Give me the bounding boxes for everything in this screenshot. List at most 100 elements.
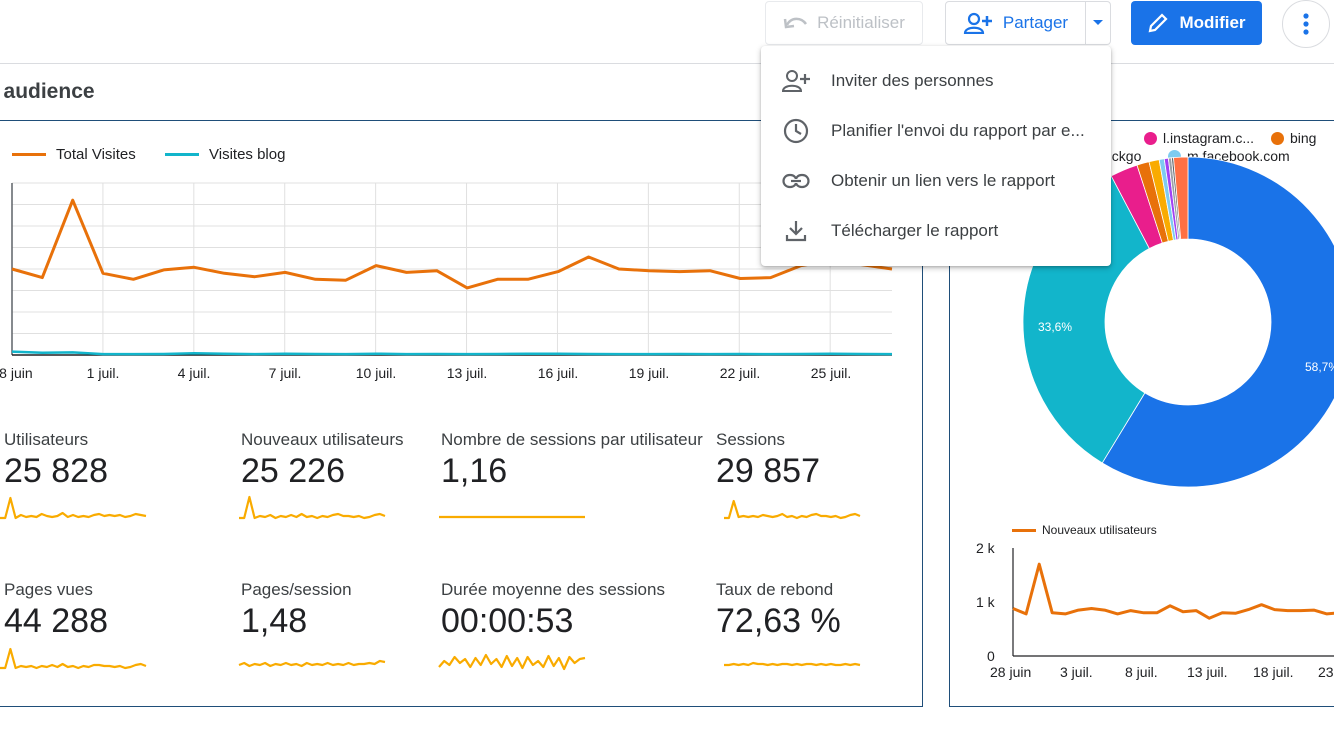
- pie-legend-dot: [1271, 131, 1284, 145]
- x-tick-label: 22 juil.: [719, 365, 761, 381]
- menu-item-schedule[interactable]: Planifier l'envoi du rapport par e...: [761, 106, 1111, 156]
- x-tick-label: 13 juil.: [446, 365, 488, 381]
- metric-value: 00:00:53: [441, 602, 574, 640]
- series-line-nouveaux-utilisateurs[interactable]: [1012, 562, 1334, 620]
- legend-item-total-visites[interactable]: Total Visites: [12, 146, 136, 163]
- donut-slice[interactable]: [1101, 156, 1334, 488]
- add-person-icon: [963, 12, 992, 34]
- legend-swatch: [165, 153, 199, 156]
- donut-slice[interactable]: [1173, 156, 1189, 240]
- add-person-icon: [761, 69, 831, 93]
- pie-legend-item-bing[interactable]: bing: [1271, 130, 1316, 146]
- x-tick-label: 16 juil.: [537, 365, 579, 381]
- share-button-group: Partager: [945, 1, 1111, 45]
- small-x-tick-label: 8 juil.: [1125, 664, 1158, 680]
- small-x-tick-label: 18 juil.: [1253, 664, 1294, 680]
- pencil-icon: [1149, 13, 1168, 33]
- more-vert-icon: [1303, 13, 1309, 35]
- more-options-button[interactable]: [1282, 0, 1330, 48]
- x-tick-label: 25 juil.: [810, 365, 852, 381]
- edit-label: Modifier: [1179, 13, 1246, 32]
- sparkline-path: [238, 659, 386, 668]
- pie-legend-label: uckgo: [1104, 148, 1142, 164]
- metric-value: 44 288: [4, 602, 108, 640]
- small-x-tick-label: 28 juin: [990, 664, 1032, 680]
- share-label: Partager: [1002, 13, 1069, 32]
- pie-legend-dot: [1144, 131, 1157, 145]
- metric-sparkline[interactable]: [722, 492, 862, 526]
- slice-label-teal: 33,6%: [1038, 320, 1072, 334]
- share-divider: [1085, 2, 1086, 44]
- small-legend-label: Nouveaux utilisateurs: [1042, 523, 1157, 537]
- metric-label: Utilisateurs: [4, 430, 89, 449]
- x-tick-label: 28 juin: [0, 365, 33, 381]
- menu-item-label: Inviter des personnes: [831, 71, 994, 90]
- series-line-total-visites[interactable]: [11, 198, 893, 290]
- sparkline-path: [724, 661, 861, 667]
- metric-sparkline[interactable]: [0, 642, 148, 676]
- metric-sparkline[interactable]: [722, 642, 862, 676]
- legend-swatch: [12, 153, 46, 156]
- x-tick-label: 10 juil.: [355, 365, 397, 381]
- legend-item-visites-blog[interactable]: Visites blog: [165, 146, 285, 163]
- series-line-visites-blog[interactable]: [11, 350, 893, 356]
- metric-label: Sessions: [716, 430, 785, 449]
- small-x-tick-label: 23: [1318, 664, 1334, 680]
- sparkline-path: [438, 653, 586, 671]
- legend-label: Total Visites: [56, 146, 136, 163]
- x-tick-label: 4 juil.: [177, 365, 211, 381]
- metric-sparkline[interactable]: [237, 492, 387, 526]
- metric-sparkline[interactable]: [437, 642, 587, 676]
- share-button[interactable]: Partager: [946, 2, 1085, 44]
- small-y-label: 2 k: [976, 540, 995, 556]
- edit-button[interactable]: Modifier: [1131, 1, 1262, 45]
- new-users-line-chart[interactable]: [1010, 545, 1334, 665]
- undo-icon: [783, 17, 808, 29]
- metric-value: 1,16: [441, 452, 508, 490]
- metric-label: Nouveaux utilisateurs: [241, 430, 404, 449]
- share-menu: Inviter des personnes Planifier l'envoi …: [761, 46, 1111, 266]
- small-x-tick-label: 3 juil.: [1060, 664, 1093, 680]
- sparkline-path: [724, 499, 861, 520]
- menu-item-label: Télécharger le rapport: [831, 221, 999, 240]
- download-icon: [761, 219, 831, 243]
- menu-item-invite[interactable]: Inviter des personnes: [761, 56, 1111, 106]
- metric-value: 29 857: [716, 452, 820, 490]
- pie-legend-item-instagram[interactable]: l.instagram.c...: [1144, 130, 1254, 146]
- metric-value: 25 828: [4, 452, 108, 490]
- metric-sparkline[interactable]: [437, 492, 587, 526]
- pie-legend-label: bing: [1290, 130, 1317, 146]
- metric-sparkline[interactable]: [237, 642, 387, 676]
- caret-down-icon: [1093, 20, 1103, 25]
- reset-button[interactable]: Réinitialiser: [765, 1, 923, 45]
- reset-label: Réinitialiser: [817, 13, 905, 32]
- pie-legend-item-duckduckgo[interactable]: uckgo: [1104, 148, 1141, 164]
- clock-icon: [761, 118, 831, 144]
- sources-panel: [949, 120, 1334, 707]
- metric-label: Nombre de sessions par utilisateur: [441, 430, 703, 449]
- metric-label: Pages/session: [241, 580, 352, 599]
- metric-value: 1,48: [241, 602, 308, 640]
- legend-label: Visites blog: [209, 146, 286, 163]
- menu-item-label: Obtenir un lien vers le rapport: [831, 171, 1055, 190]
- sparkline-path: [239, 495, 386, 520]
- sparkline-path: [0, 496, 147, 520]
- pie-legend-label: l.instagram.c...: [1163, 130, 1255, 146]
- metric-label: Pages vues: [4, 580, 93, 599]
- share-dropdown-button[interactable]: [1086, 2, 1110, 44]
- menu-item-label: Planifier l'envoi du rapport par e...: [831, 121, 1085, 140]
- small-y-label: 0: [987, 648, 995, 664]
- audience-panel: [0, 120, 923, 707]
- main-line-chart[interactable]: [0, 175, 900, 365]
- x-tick-label: 19 juil.: [628, 365, 670, 381]
- menu-item-download[interactable]: Télécharger le rapport: [761, 206, 1111, 256]
- link-icon: [761, 173, 831, 189]
- metric-sparkline[interactable]: [0, 492, 148, 526]
- slice-label-blue: 58,7%: [1305, 360, 1334, 374]
- small-y-label: 1 k: [976, 594, 995, 610]
- sparkline-path: [0, 647, 147, 670]
- legend-swatch: [1012, 528, 1036, 532]
- small-chart-legend[interactable]: Nouveaux utilisateurs: [1012, 523, 1157, 537]
- small-x-tick-label: 13 juil.: [1187, 664, 1228, 680]
- menu-item-get-link[interactable]: Obtenir un lien vers le rapport: [761, 156, 1111, 206]
